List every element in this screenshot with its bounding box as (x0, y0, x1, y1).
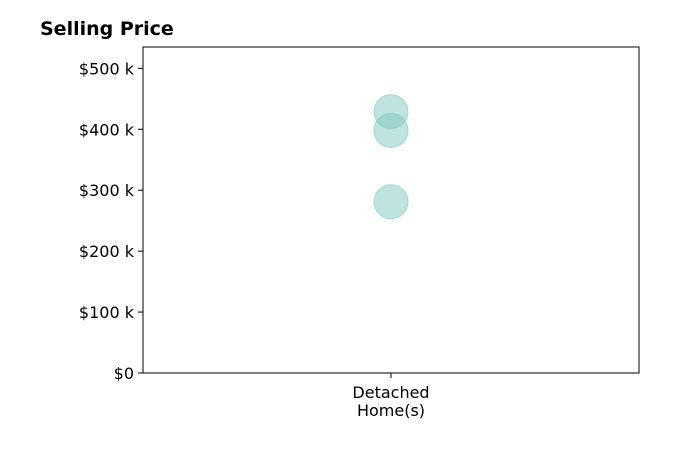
y-tick-label: $100 k (79, 303, 135, 322)
x-tick-label: Home(s) (357, 401, 425, 420)
data-point (373, 184, 409, 220)
y-tick-label: $0 (114, 364, 134, 383)
y-tick-label: $500 k (79, 59, 135, 78)
y-tick-label: $300 k (79, 181, 135, 200)
y-tick-label: $400 k (79, 120, 135, 139)
y-tick-label: $200 k (79, 242, 135, 261)
x-tick-label: Detached (352, 383, 429, 402)
chart-title: Selling Price (40, 18, 174, 40)
data-point (373, 112, 409, 148)
